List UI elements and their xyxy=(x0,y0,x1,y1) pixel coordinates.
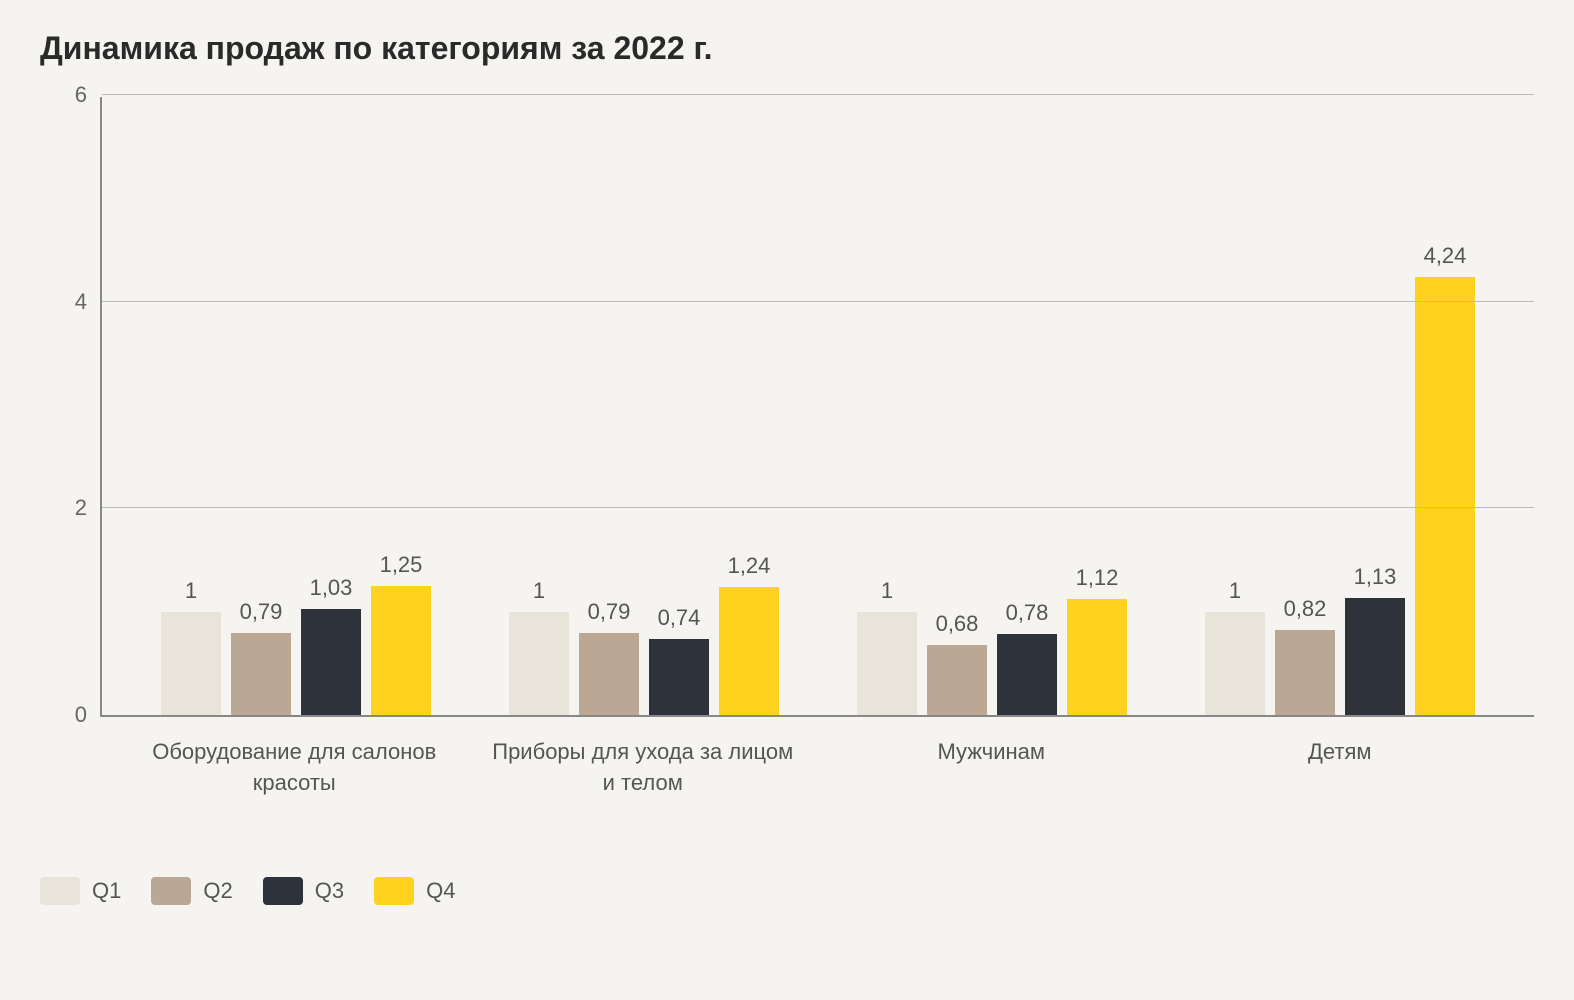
bar xyxy=(1345,598,1405,715)
bar xyxy=(857,612,917,715)
bar xyxy=(1415,277,1475,715)
bar-value-label: 0,74 xyxy=(658,605,701,631)
bar xyxy=(649,639,709,715)
bar-value-label: 0,68 xyxy=(936,611,979,637)
bar-wrapper: 1 xyxy=(1205,578,1265,715)
bar xyxy=(579,633,639,715)
chart-title: Динамика продаж по категориям за 2022 г. xyxy=(40,30,1534,67)
bar-groups: 10,791,031,2510,790,741,2410,680,781,121… xyxy=(102,97,1534,715)
bar-group: 1 0,68 0,78 1,12 xyxy=(818,97,1166,715)
bar xyxy=(997,634,1057,715)
bar xyxy=(1275,630,1335,715)
bar xyxy=(927,645,987,715)
bar-value-label: 1,25 xyxy=(380,552,423,578)
bar-wrapper: 1,24 xyxy=(719,553,779,715)
chart-container: Динамика продаж по категориям за 2022 г.… xyxy=(0,0,1574,935)
bar-wrapper: 1 xyxy=(857,578,917,715)
bar-value-label: 0,79 xyxy=(240,599,283,625)
bar-wrapper: 0,68 xyxy=(927,611,987,715)
plot-area: 10,791,031,2510,790,741,2410,680,781,121… xyxy=(100,97,1534,717)
legend-label: Q4 xyxy=(426,878,455,904)
legend-item: Q4 xyxy=(374,877,455,905)
bar-value-label: 1 xyxy=(881,578,893,604)
legend-swatch xyxy=(40,877,80,905)
chart-wrapper: 10,791,031,2510,790,741,2410,680,781,121… xyxy=(40,97,1534,837)
gridline xyxy=(102,507,1534,508)
bar-value-label: 0,82 xyxy=(1284,596,1327,622)
bar-value-label: 1,03 xyxy=(310,575,353,601)
bar-wrapper: 1,13 xyxy=(1345,564,1405,715)
y-tick-label: 4 xyxy=(75,289,102,315)
x-axis-label: Мужчинам xyxy=(817,737,1166,799)
bar-wrapper: 0,78 xyxy=(997,600,1057,715)
bar-wrapper: 0,79 xyxy=(579,599,639,715)
bar-value-label: 4,24 xyxy=(1424,243,1467,269)
legend-swatch xyxy=(374,877,414,905)
bar-group: 1 0,79 1,03 1,25 xyxy=(122,97,470,715)
bar-wrapper: 0,74 xyxy=(649,605,709,715)
legend-label: Q2 xyxy=(203,878,232,904)
bar-value-label: 1 xyxy=(185,578,197,604)
chart-area: 10,791,031,2510,790,741,2410,680,781,121… xyxy=(100,97,1534,757)
gridline xyxy=(102,94,1534,95)
bar xyxy=(231,633,291,715)
legend-item: Q3 xyxy=(263,877,344,905)
bar xyxy=(371,586,431,715)
bar-value-label: 1 xyxy=(533,578,545,604)
x-axis-label: Детям xyxy=(1166,737,1515,799)
bar xyxy=(161,612,221,715)
bar xyxy=(301,609,361,715)
bar-value-label: 1,13 xyxy=(1354,564,1397,590)
y-tick-label: 0 xyxy=(75,702,102,728)
y-tick-label: 6 xyxy=(75,82,102,108)
bar-group: 1 0,79 0,74 1,24 xyxy=(470,97,818,715)
bar-wrapper: 1,03 xyxy=(301,575,361,715)
bar-wrapper: 0,79 xyxy=(231,599,291,715)
bar xyxy=(1067,599,1127,715)
bar-wrapper: 1 xyxy=(161,578,221,715)
legend-item: Q2 xyxy=(151,877,232,905)
bar-wrapper: 1,12 xyxy=(1067,565,1127,715)
bar-wrapper: 1 xyxy=(509,578,569,715)
bar-wrapper: 1,25 xyxy=(371,552,431,715)
bar xyxy=(1205,612,1265,715)
bar xyxy=(719,587,779,715)
legend-label: Q1 xyxy=(92,878,121,904)
legend-swatch xyxy=(263,877,303,905)
bar-value-label: 1,24 xyxy=(728,553,771,579)
x-axis-label: Оборудование для салонов красоты xyxy=(120,737,469,799)
x-axis-labels: Оборудование для салонов красотыПриборы … xyxy=(100,737,1534,799)
bar xyxy=(509,612,569,715)
bar-value-label: 1,12 xyxy=(1076,565,1119,591)
bar-wrapper: 4,24 xyxy=(1415,243,1475,715)
bar-wrapper: 0,82 xyxy=(1275,596,1335,715)
gridline xyxy=(102,301,1534,302)
x-axis-label: Приборы для ухода за лицом и телом xyxy=(469,737,818,799)
bar-value-label: 0,79 xyxy=(588,599,631,625)
bar-value-label: 1 xyxy=(1229,578,1241,604)
bar-group: 1 0,82 1,13 4,24 xyxy=(1166,97,1514,715)
bar-value-label: 0,78 xyxy=(1006,600,1049,626)
legend-swatch xyxy=(151,877,191,905)
legend-item: Q1 xyxy=(40,877,121,905)
legend: Q1 Q2 Q3 Q4 xyxy=(40,877,1534,905)
legend-label: Q3 xyxy=(315,878,344,904)
y-tick-label: 2 xyxy=(75,495,102,521)
